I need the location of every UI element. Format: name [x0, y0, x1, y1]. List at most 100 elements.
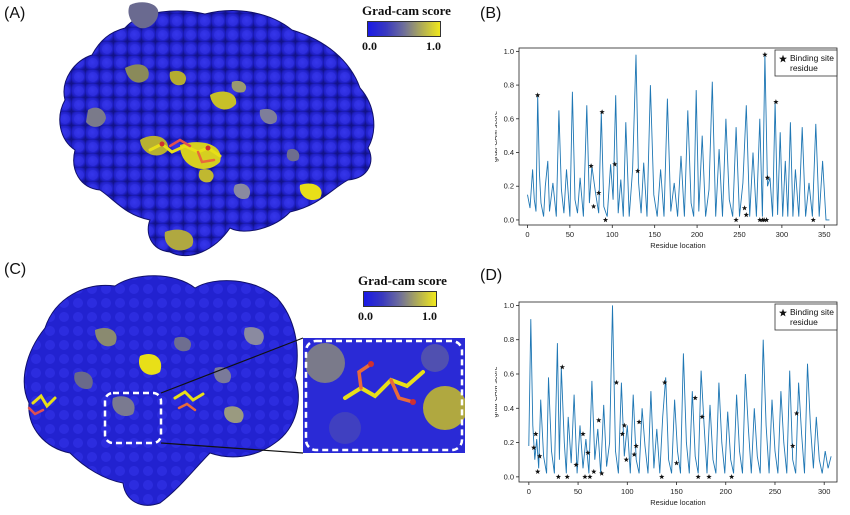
x-tick-label: 50 [566, 230, 574, 239]
y-tick-label: 0.8 [504, 335, 514, 344]
binding-site-star [790, 443, 796, 449]
binding-site-star [619, 431, 625, 437]
binding-site-star [588, 163, 594, 169]
y-axis-label: grad-CAM score [495, 366, 499, 417]
binding-site-star [621, 422, 627, 428]
x-axis-label: Residue location [650, 498, 705, 507]
binding-site-star [764, 175, 771, 181]
x-tick-label: 200 [719, 487, 732, 496]
protein-body-a [59, 10, 375, 257]
binding-site-star [591, 468, 597, 474]
y-axis-label: grad-CAM score [495, 111, 499, 162]
x-tick-label: 300 [818, 487, 831, 496]
binding-site-star [582, 474, 588, 480]
binding-site-star [599, 470, 605, 476]
y-tick-label: 1.0 [504, 47, 514, 56]
y-tick-label: 1.0 [504, 301, 514, 310]
legend-star-icon [779, 54, 787, 63]
legend-box [774, 303, 838, 331]
legend-star-icon [779, 308, 787, 317]
protein-surface-a [59, 2, 375, 257]
binding-site-star [762, 51, 768, 57]
binding-site-star [631, 451, 637, 457]
x-tick-label: 300 [776, 230, 789, 239]
protein-body-c [23, 275, 299, 506]
binding-site-star [761, 217, 767, 223]
series-line [527, 54, 830, 221]
colorbar-max-label-c: 1.0 [422, 309, 437, 323]
panel-label-d: (D) [480, 267, 503, 284]
binding-site-star [692, 395, 698, 401]
y-tick-label: 0.6 [504, 370, 514, 379]
binding-site-star [757, 217, 763, 223]
protein-surface-c [23, 275, 465, 506]
legend-label-line1: Binding site [790, 53, 834, 63]
zoom-inset [303, 338, 465, 453]
colorbar-gradient [367, 21, 441, 37]
binding-site-star [623, 456, 629, 462]
binding-site-star [659, 474, 665, 480]
colorbar-ticks: 0.0 1.0 [362, 37, 451, 53]
x-tick-label: 350 [818, 230, 831, 239]
binding-site-star [612, 161, 618, 167]
zoom-region [103, 391, 163, 445]
binding-site-star [635, 168, 641, 174]
binding-site-star [596, 417, 602, 423]
binding-site-star [633, 443, 639, 449]
binding-site-star [636, 419, 642, 425]
binding-site-star [596, 190, 602, 196]
colorbar-ticks-c: 0.0 1.0 [358, 307, 447, 323]
legend-label-line2: residue [790, 317, 818, 327]
binding-site-star [587, 474, 593, 480]
binding-site-star [773, 99, 779, 105]
binding-site-star [531, 444, 537, 450]
binding-site-star [564, 474, 570, 480]
binding-site-star [741, 205, 748, 211]
binding-site-star [591, 203, 597, 209]
binding-site-star [555, 474, 561, 480]
colorbar-title-c: Grad-cam score [358, 273, 447, 288]
panel-label-a: (A) [4, 5, 26, 22]
colorbar-min-label-c: 0.0 [358, 309, 373, 323]
binding-site-star [729, 474, 735, 480]
y-tick-label: 0.0 [504, 215, 514, 224]
plot-frame [518, 301, 838, 483]
binding-site-star [764, 217, 770, 223]
binding-site-star [810, 217, 816, 223]
binding-site-star [535, 468, 541, 474]
legend-label-line1: Binding site [790, 307, 834, 317]
y-tick-label: 0.4 [504, 404, 514, 413]
binding-site-star [794, 410, 800, 416]
x-tick-label: 250 [733, 230, 746, 239]
y-tick-label: 0.6 [504, 114, 514, 123]
binding-site-star [559, 364, 565, 370]
y-tick-label: 0.8 [504, 81, 514, 90]
panel-label-c: (C) [4, 261, 27, 278]
ligand-c [27, 390, 205, 416]
binding-site-star [602, 217, 609, 223]
binding-site-star [537, 453, 543, 459]
colorbar-max-label: 1.0 [426, 39, 441, 53]
y-tick-label: 0.2 [504, 438, 514, 447]
binding-site-star [599, 109, 605, 115]
x-tick-label: 150 [670, 487, 683, 496]
legend-label-line2: residue [790, 63, 818, 73]
colorbar-gradient-c [363, 291, 437, 307]
x-tick-label: 0 [525, 230, 529, 239]
x-tick-label: 50 [574, 487, 582, 496]
binding-site-star [733, 217, 739, 223]
binding-site-star [580, 431, 586, 437]
chart-d: 0 50 100 150 200 250 300 0.0 0.2 0.4 0.6 0.8 1.0 Resi… [495, 301, 838, 507]
x-tick-label: 100 [621, 487, 634, 496]
binding-site-star [706, 474, 712, 480]
ligand-a [148, 138, 222, 164]
colorbar-c: Grad-cam score 0.0 1.0 [358, 273, 447, 323]
x-tick-label: 100 [606, 230, 619, 239]
x-tick-label: 150 [648, 230, 661, 239]
colorbar-a: Grad-cam score 0.0 1.0 [362, 3, 451, 53]
panel-label-b: (B) [480, 5, 502, 22]
binding-site-star [699, 414, 705, 420]
binding-site-star [673, 460, 680, 466]
